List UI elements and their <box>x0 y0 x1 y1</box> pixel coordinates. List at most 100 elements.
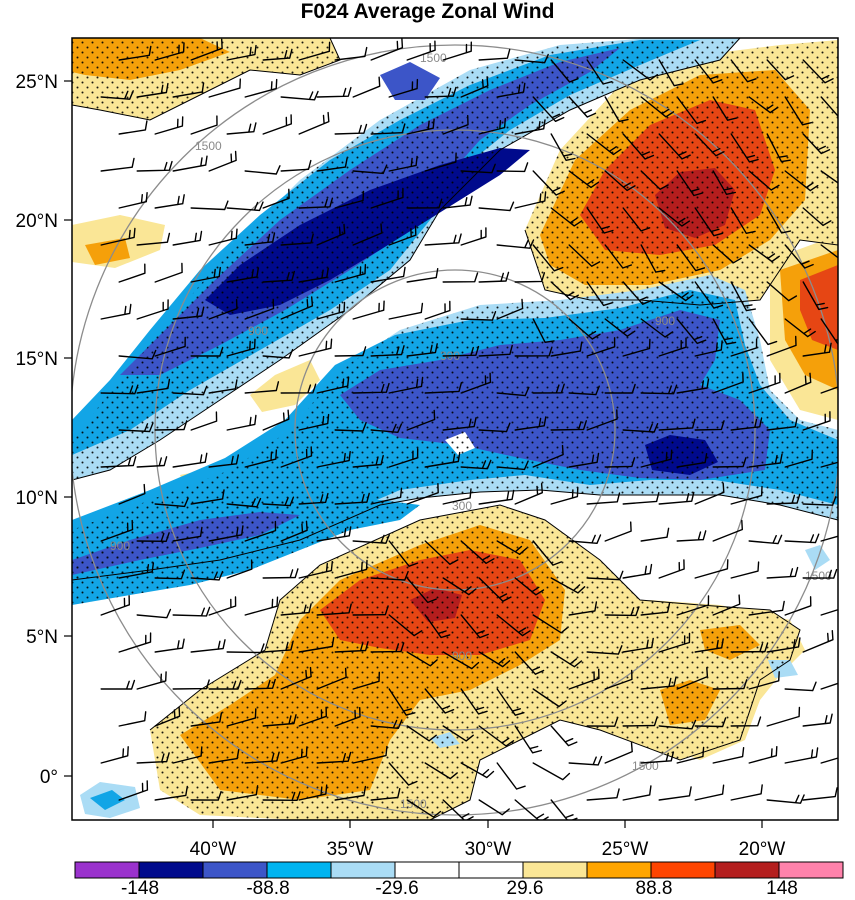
wind-barb <box>334 46 368 61</box>
wind-barb <box>118 422 154 433</box>
wind-barb <box>118 120 148 135</box>
wind-barb <box>640 384 678 395</box>
wind-barb <box>370 570 409 581</box>
wind-barb <box>244 751 280 764</box>
colorbar-swatch <box>714 861 780 879</box>
wind-barb <box>766 566 799 579</box>
wind-barb <box>640 527 670 542</box>
wind-barb <box>388 225 417 246</box>
wind-barb <box>190 346 224 357</box>
wind-barb <box>658 59 684 87</box>
wind-barb <box>478 422 511 433</box>
wind-barb <box>190 266 221 283</box>
wind-barb <box>676 378 710 394</box>
wind-barb <box>118 45 152 61</box>
longitude-labels: 40°W 35°W 30°W 25°W 20°W <box>190 839 786 860</box>
wind-barb <box>298 706 327 727</box>
wind-barb <box>226 338 256 357</box>
wind-barb <box>532 318 555 343</box>
wind-barb <box>262 188 290 209</box>
range-ring-label-inner-south: 300 <box>452 499 472 513</box>
wind-barb <box>100 90 134 100</box>
wind-barb <box>514 725 542 754</box>
wind-barb <box>550 59 579 83</box>
wind-barb <box>118 780 149 801</box>
wind-barb <box>136 671 167 690</box>
wind-barb <box>190 712 223 727</box>
wind-barb <box>424 152 457 172</box>
wind-barb <box>298 413 330 431</box>
wind-barb <box>820 461 838 468</box>
wind-barb <box>820 757 838 764</box>
wind-barb <box>622 133 655 160</box>
wind-barb <box>568 318 601 340</box>
colorbar <box>74 861 844 879</box>
latitude-axis <box>64 80 72 777</box>
lon-label-40w: 40°W <box>190 839 237 860</box>
wind-barb <box>766 207 792 234</box>
range-ring-label-outer-north: 1500 <box>420 51 447 65</box>
wind-barb <box>622 207 651 232</box>
wind-barb <box>730 561 760 579</box>
wind-barb <box>586 59 613 85</box>
wind-barb <box>496 762 526 790</box>
wind-barb <box>280 296 314 320</box>
wind-barb <box>100 746 129 764</box>
wind-barb <box>748 600 785 616</box>
range-ring-outer <box>72 44 838 816</box>
map-title: F024 Average Zonal Wind <box>300 0 555 23</box>
wind-barb <box>136 299 169 320</box>
wind-barb <box>478 344 513 357</box>
lon-label-25w: 25°W <box>602 839 649 860</box>
wind-barb <box>748 453 783 468</box>
wind-barb <box>550 486 579 505</box>
wind-barb <box>550 725 578 747</box>
wind-barb <box>226 414 257 431</box>
wind-barb <box>154 569 186 580</box>
wind-barb <box>712 96 738 121</box>
wind-barb <box>532 688 567 708</box>
wind-barb <box>352 534 390 544</box>
lat-label-25n: 25°N <box>16 72 58 93</box>
wind-barb <box>154 116 184 135</box>
wind-barb <box>514 483 543 505</box>
lon-label-30w: 30°W <box>465 839 512 860</box>
wind-barb <box>658 418 696 431</box>
wind-barb <box>460 540 495 564</box>
wind-barb <box>190 489 225 505</box>
wind-barb <box>370 38 404 61</box>
wind-barb <box>658 632 691 653</box>
wind-barb <box>730 642 769 653</box>
wind-barb <box>658 281 694 302</box>
wind-barb <box>622 785 652 801</box>
wind-barb <box>586 788 620 801</box>
wind-barb <box>730 784 763 801</box>
wind-barb <box>496 386 530 397</box>
wind-barb <box>604 669 633 690</box>
wind-barb <box>262 496 295 507</box>
wind-barb <box>802 568 838 579</box>
wind-barb <box>622 338 651 357</box>
wind-barb <box>190 38 223 61</box>
wind-barb <box>172 306 205 320</box>
wind-barb <box>172 606 211 617</box>
wind-barb <box>136 456 168 468</box>
wind-barb <box>712 318 737 345</box>
wind-barb <box>154 497 189 508</box>
colorbar-swatch <box>266 861 332 879</box>
wind-barb <box>226 559 253 579</box>
wind-barb <box>388 688 416 716</box>
wind-barb <box>820 682 838 690</box>
range-ring-label-outer-northwest: 1500 <box>195 139 222 153</box>
wind-barb <box>244 678 276 690</box>
wind-barb <box>244 232 276 246</box>
wind-barb <box>478 271 510 283</box>
wind-barb <box>712 679 748 690</box>
wind-barb <box>316 301 346 320</box>
wind-barb <box>280 446 313 468</box>
wind-barb <box>478 117 506 135</box>
wind-barb <box>658 133 691 160</box>
wind-barb <box>370 788 401 801</box>
colorbar-swatch <box>650 861 716 879</box>
wind-barb <box>442 345 480 357</box>
